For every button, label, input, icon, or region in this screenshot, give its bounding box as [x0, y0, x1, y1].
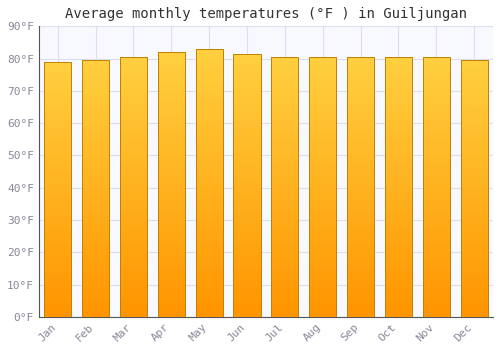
Title: Average monthly temperatures (°F ) in Guiljungan: Average monthly temperatures (°F ) in Gu… [65, 7, 467, 21]
Bar [309, 57, 336, 317]
Bar [422, 57, 450, 317]
Bar [82, 60, 109, 317]
Bar [158, 52, 185, 317]
Bar [234, 54, 260, 317]
Bar [347, 57, 374, 317]
Bar [120, 57, 147, 317]
Bar [385, 57, 412, 317]
Bar [44, 62, 72, 317]
Bar [460, 60, 488, 317]
Bar [271, 57, 298, 317]
Bar [196, 49, 223, 317]
